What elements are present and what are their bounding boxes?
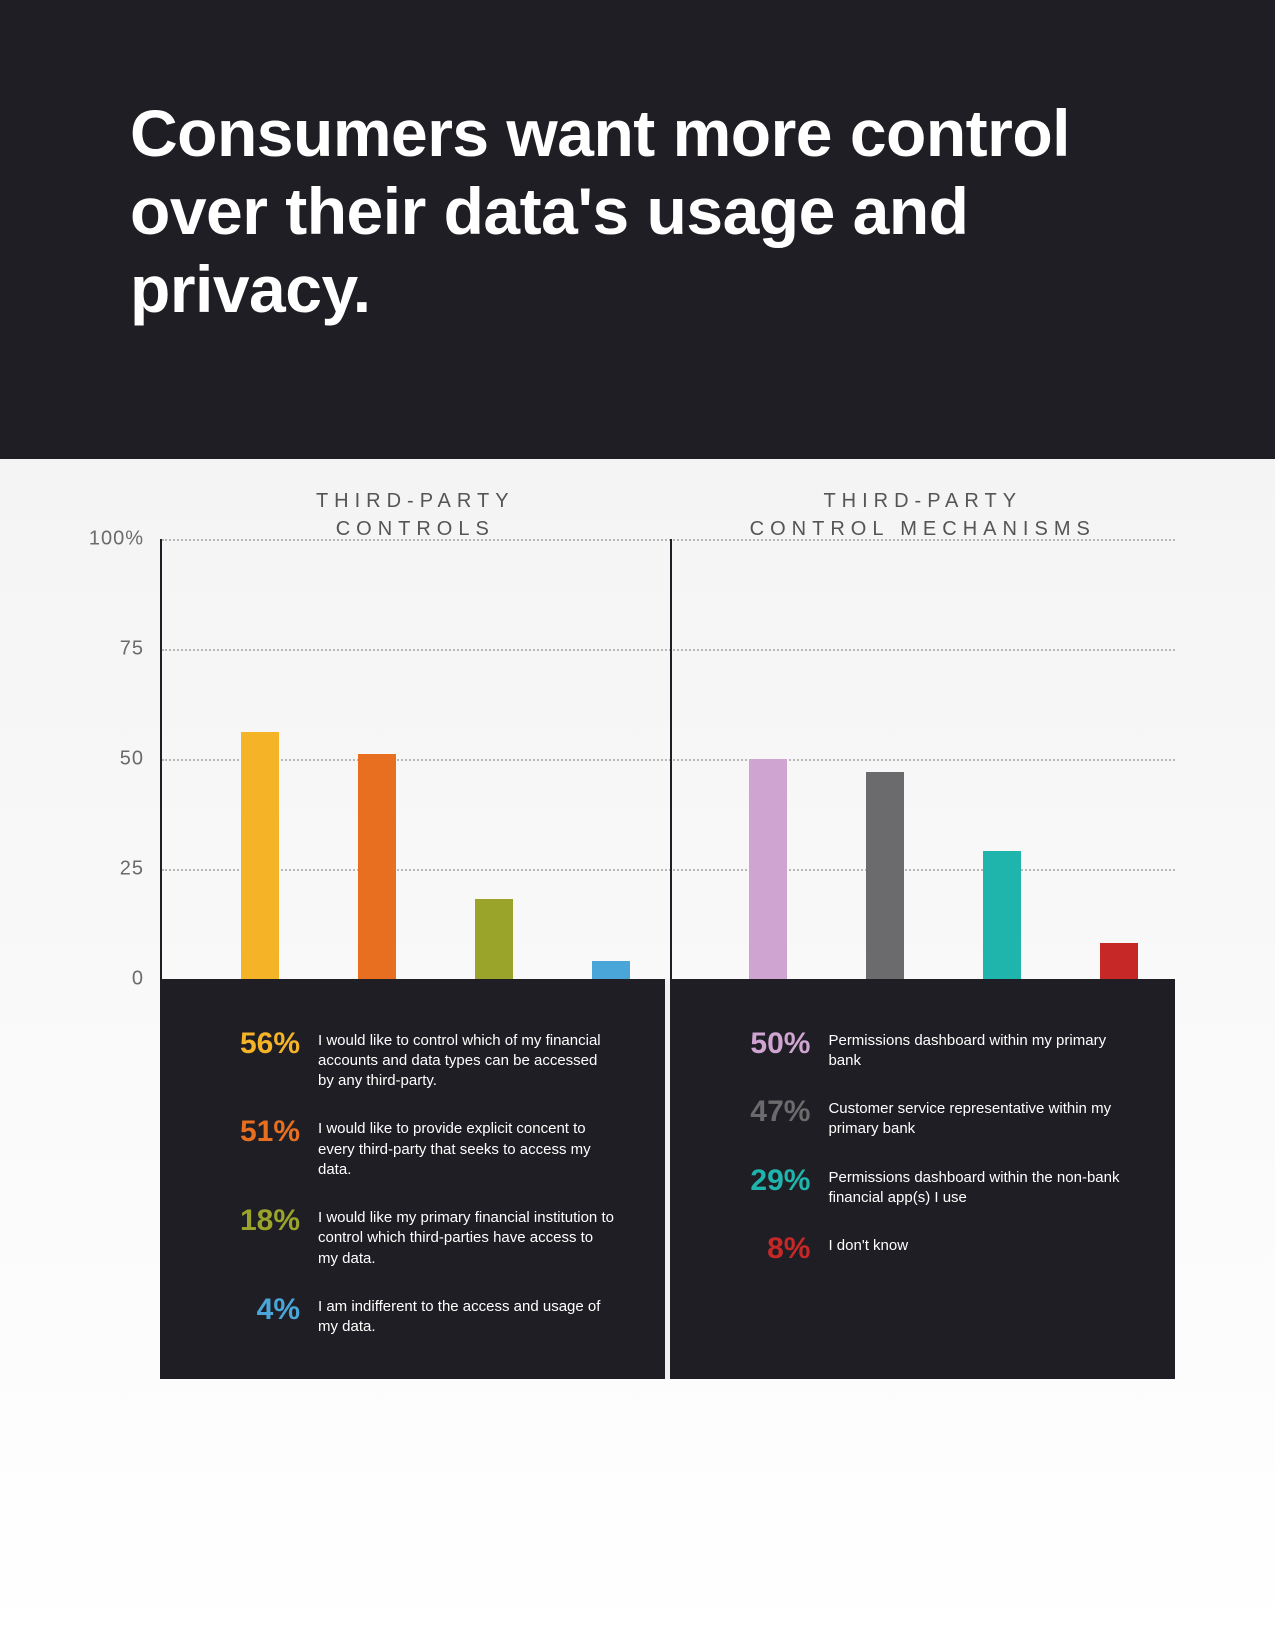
legend-text: I don't know — [828, 1234, 908, 1256]
legend-row: 56% I would like to control which of my f… — [220, 1029, 615, 1092]
legend-row: 8% I don't know — [730, 1234, 1125, 1264]
legend-column: 50% Permissions dashboard within my prima… — [670, 979, 1175, 1379]
chart-bar — [983, 851, 1021, 979]
legend-text: I am indifferent to the access and usage… — [318, 1295, 615, 1338]
legend-text: I would like to control which of my fina… — [318, 1029, 615, 1092]
chart-bar — [749, 759, 787, 979]
legend-row: 51% I would like to provide explicit conc… — [220, 1117, 615, 1180]
chart-bar — [475, 899, 513, 978]
gridline — [162, 649, 1175, 651]
legend-percent: 8% — [730, 1234, 810, 1264]
y-axis-label: 75 — [120, 637, 144, 660]
legend-percent: 47% — [730, 1097, 810, 1127]
page-title: Consumers want more control over their d… — [130, 95, 1145, 329]
legend-text: I would like to provide explicit concent… — [318, 1117, 615, 1180]
gridline — [162, 869, 1175, 871]
legend-row: 50% Permissions dashboard within my prima… — [730, 1029, 1125, 1072]
chart-divider — [670, 539, 672, 979]
y-axis-label: 25 — [120, 857, 144, 880]
chart-bar — [241, 732, 279, 978]
y-axis-label: 0 — [132, 967, 144, 990]
chart-region: 0 25 50 75 100% THIRD-PARTYCONTROLSTHIRD-PART… — [0, 459, 1275, 1379]
legend-row: 47% Customer service representative withi… — [730, 1097, 1125, 1140]
legend-row: 4% I am indifferent to the access and usa… — [220, 1295, 615, 1338]
y-axis-label: 100% — [89, 527, 144, 550]
legend-panel: 56% I would like to control which of my f… — [160, 979, 1175, 1379]
gridline — [162, 759, 1175, 761]
section-label: THIRD-PARTYCONTROLS — [162, 487, 669, 543]
legend-text: Permissions dashboard within the non-ban… — [828, 1166, 1125, 1209]
legend-text: Customer service representative within m… — [828, 1097, 1125, 1140]
legend-percent: 29% — [730, 1166, 810, 1196]
chart-bar — [358, 754, 396, 978]
legend-text: Permissions dashboard within my primary … — [828, 1029, 1125, 1072]
legend-percent: 4% — [220, 1295, 300, 1325]
legend-row: 18% I would like my primary financial ins… — [220, 1206, 615, 1269]
legend-text: I would like my primary financial instit… — [318, 1206, 615, 1269]
chart-bar — [866, 772, 904, 979]
legend-percent: 50% — [730, 1029, 810, 1059]
section-label: THIRD-PARTYCONTROL MECHANISMS — [670, 487, 1177, 543]
legend-percent: 56% — [220, 1029, 300, 1059]
legend-percent: 51% — [220, 1117, 300, 1147]
chart-area: 0255075100%THIRD-PARTYCONTROLSTHIRD-PART… — [160, 539, 1175, 979]
legend-column: 56% I would like to control which of my f… — [160, 979, 665, 1379]
y-axis-label: 50 — [120, 747, 144, 770]
chart-bar — [1100, 943, 1138, 978]
legend-row: 29% Permissions dashboard within the non-… — [730, 1166, 1125, 1209]
legend-percent: 18% — [220, 1206, 300, 1236]
header-panel: Consumers want more control over their d… — [0, 0, 1275, 459]
chart-bar — [592, 961, 630, 979]
